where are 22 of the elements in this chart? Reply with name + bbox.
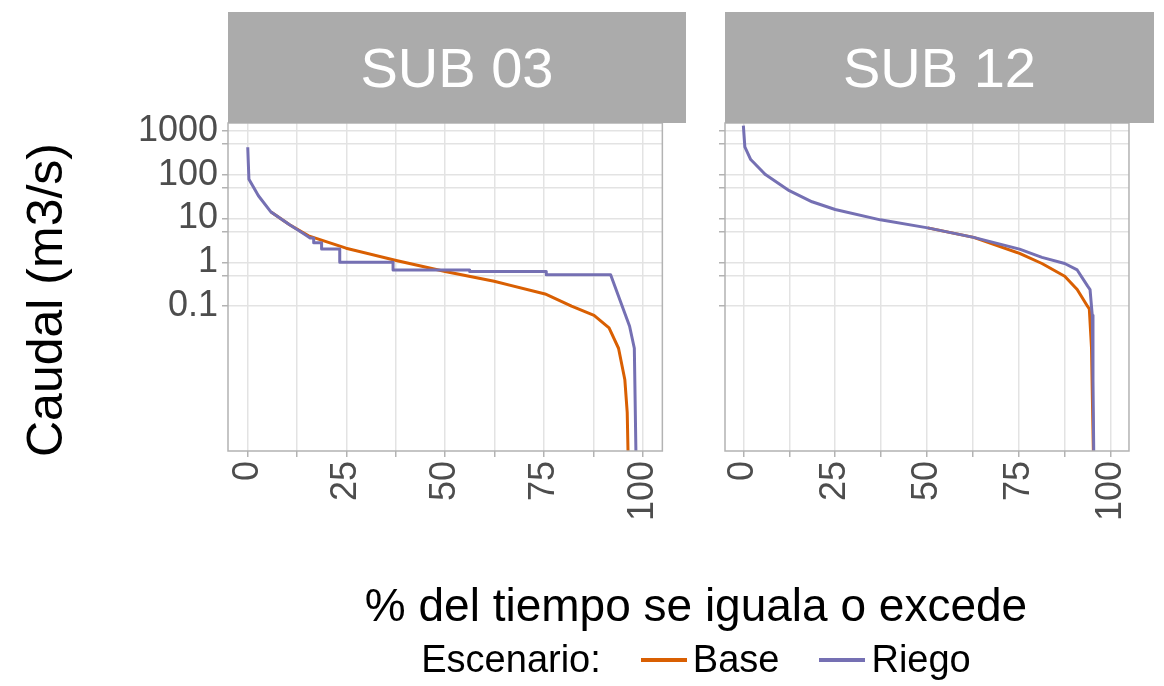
- x-axis-title: % del tiempo se iguala o excede: [363, 578, 1029, 632]
- x-tick-label: 0: [720, 461, 762, 482]
- y-tick-label: 1000: [137, 107, 218, 149]
- x-tick-label: 50: [422, 461, 464, 502]
- legend-title: Escenario:: [421, 638, 601, 681]
- x-tick-label: 25: [812, 461, 854, 502]
- x-tick-label: 100: [1087, 461, 1129, 522]
- chart-title: SUB 12: [725, 12, 1154, 123]
- y-tick-label: 1: [197, 239, 218, 281]
- y-tick-label: 10: [177, 195, 218, 237]
- x-tick-label: 75: [995, 461, 1037, 502]
- x-tick-label: 50: [903, 461, 945, 502]
- chart-title: SUB 03: [228, 12, 686, 123]
- x-tick-label: 0: [224, 461, 266, 482]
- y-axis-title: Caudal (m3/s): [16, 143, 74, 457]
- legend-label: Riego: [871, 638, 971, 681]
- x-tick-label: 100: [619, 461, 661, 522]
- x-tick-label: 75: [520, 461, 562, 502]
- y-tick-label: 100: [157, 151, 218, 193]
- y-tick-label: 0.1: [167, 283, 218, 325]
- x-tick-label: 25: [323, 461, 365, 502]
- legend-label: Base: [692, 638, 780, 681]
